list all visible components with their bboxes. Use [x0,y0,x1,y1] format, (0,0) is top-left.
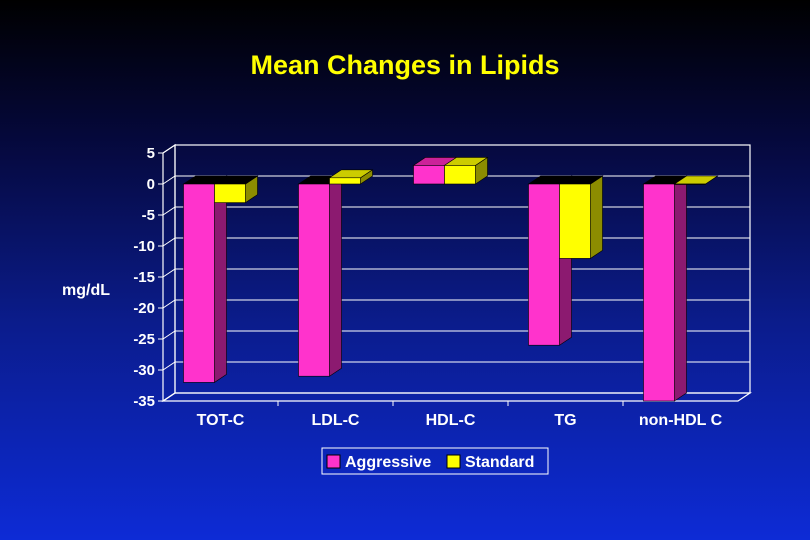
bars [182,156,719,402]
legend: Aggressive Standard [321,447,549,475]
x-tick-label: HDL-C [426,412,476,429]
legend-box [321,447,549,475]
legend-swatch-aggressive [326,454,341,469]
bar-standard-ldl-c [328,169,374,185]
y-tick-label: -35 [133,393,155,410]
x-tick-label: TOT-C [197,412,245,429]
gridline [162,361,750,371]
bar-front [528,183,560,346]
bar-standard-tot-c [213,175,259,204]
y-tick-label: -15 [133,269,155,286]
y-axis-ticks: 5 0 -5 -10 -15 -20 -25 -30 -35 [133,145,163,410]
y-tick-label: -10 [133,238,155,255]
bar-side [329,175,342,377]
bar-side [214,175,227,383]
bar-side [590,175,603,259]
legend-swatch-standard [446,454,461,469]
bar-front [674,183,706,185]
bar-front [298,183,330,377]
y-tick-label: 0 [147,176,155,193]
bar-side [674,175,687,402]
y-tick-label: -20 [133,300,155,317]
bar-front [329,177,361,185]
legend-label-aggressive: Aggressive [345,454,431,471]
bar-aggressive-tg [527,175,573,346]
x-tick-label: LDL-C [312,412,360,429]
bar-front [643,183,675,402]
bar-front [559,183,591,259]
x-tick-label: non-HDL C [639,412,723,429]
legend-label-standard: Standard [465,454,534,471]
y-tick-label: -5 [142,207,155,224]
y-axis-label: mg/dL [62,282,110,299]
gridline [162,392,750,402]
y-tick-label: 5 [147,145,155,162]
bar-standard-non-hdl-c [673,175,719,185]
x-axis-ticks: TOT-C LDL-C HDL-C TG non-HDL C [197,401,723,429]
bar-standard-tg [558,175,604,259]
x-tick-label: TG [554,412,576,429]
bar-front [183,183,215,383]
bar-front [214,183,246,203]
y-tick-label: -25 [133,331,155,348]
y-tick-label: -30 [133,362,155,379]
chart-title: Mean Changes in Lipids [250,50,559,80]
bar-front [444,165,476,185]
gridline [162,144,750,154]
bar-aggressive-ldl-c [297,175,343,377]
bar-aggressive-non-hdl-c [642,175,688,402]
bar-standard-hdl-c [443,156,489,185]
bar-aggressive-tot-c [182,175,228,383]
bar-front [413,165,445,185]
